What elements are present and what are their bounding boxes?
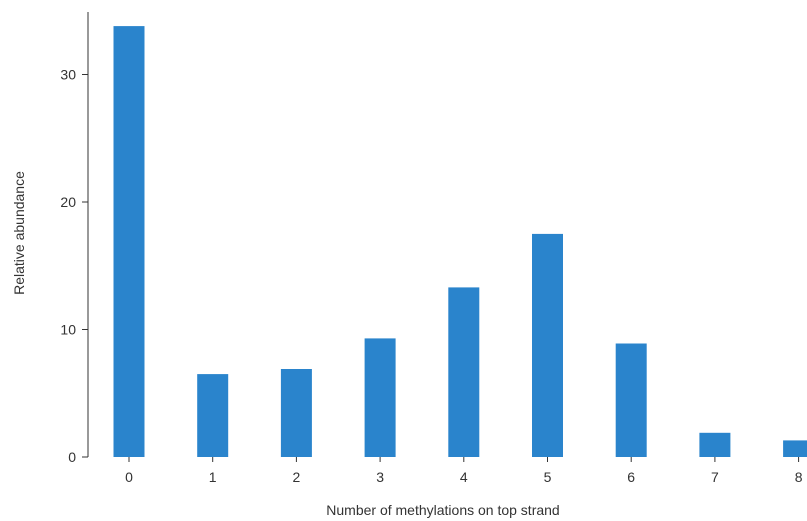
bar-7 [699,432,731,457]
bar-4 [448,287,480,457]
x-ticks-group: 0 1 2 3 4 5 6 7 8 [125,457,803,485]
x-tick-label-0: 0 [125,469,133,485]
x-tick-label-7: 7 [711,469,719,485]
y-axis-title: Relative abundance [11,171,27,295]
x-tick-label-3: 3 [376,469,384,485]
y-tick-label-10: 10 [60,322,76,338]
x-tick-label-6: 6 [627,469,635,485]
x-axis-title: Number of methylations on top strand [326,502,559,518]
y-tick-label-0: 0 [68,449,76,465]
x-tick-label-5: 5 [544,469,552,485]
x-tick-label-4: 4 [460,469,468,485]
y-tick-label-30: 30 [60,67,76,83]
bars-group [113,26,807,457]
bar-6 [615,343,647,457]
bar-2 [280,369,312,457]
bar-3 [364,338,396,457]
x-tick-label-8: 8 [795,469,803,485]
y-tick-label-20: 20 [60,194,76,210]
y-ticks-group: 0 10 20 30 [60,67,88,465]
bar-5 [532,233,563,457]
x-tick-label-1: 1 [209,469,217,485]
bar-0 [113,26,145,457]
bar-1 [197,374,229,457]
bar-8 [783,440,807,457]
x-tick-label-2: 2 [293,469,301,485]
